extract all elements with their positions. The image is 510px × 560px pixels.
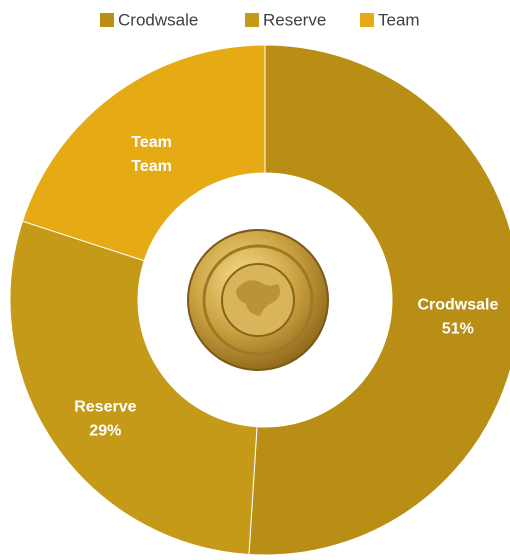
- slice: [248, 44, 510, 556]
- slice-value: Team: [131, 158, 172, 175]
- slice-value: 29%: [89, 423, 121, 440]
- slice-value: 51%: [442, 320, 474, 337]
- legend-label: Crodwsale: [118, 10, 198, 29]
- slice-name: Crodwsale: [417, 296, 498, 313]
- coin-logo: [187, 229, 329, 371]
- donut: Crodwsale 51% Reserve 29% Team Team: [9, 44, 510, 556]
- legend: Crodwsale Reserve Team: [100, 10, 420, 29]
- legend-swatch: [360, 13, 374, 27]
- slice-name: Team: [131, 134, 172, 151]
- slice-name: Reserve: [74, 399, 136, 416]
- legend-label: Reserve: [263, 10, 326, 29]
- slice: [9, 220, 258, 556]
- legend-label: Team: [378, 10, 420, 29]
- legend-swatch: [245, 13, 259, 27]
- slice: [21, 44, 266, 262]
- legend-swatch: [100, 13, 114, 27]
